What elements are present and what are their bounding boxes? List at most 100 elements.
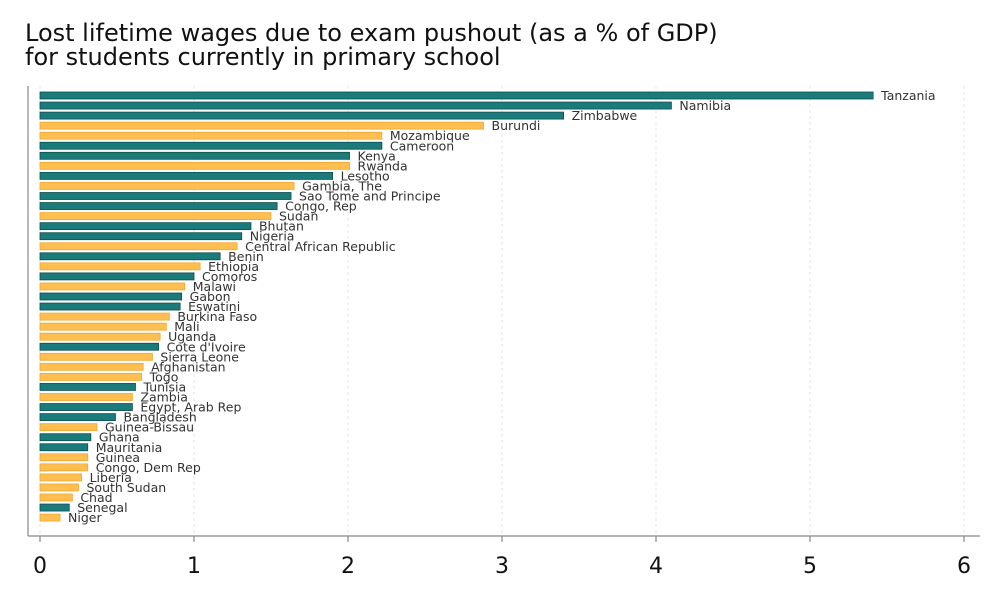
bar-label: Eswatini [188, 299, 240, 314]
bar [39, 242, 238, 251]
bar-label: Benin [228, 249, 264, 264]
bar [39, 212, 272, 221]
bar [39, 513, 61, 522]
bar [39, 332, 161, 341]
bar [39, 433, 92, 442]
bar-label: Cameroon [390, 138, 454, 153]
bar [39, 292, 183, 301]
bar [39, 352, 153, 361]
bar-label: Togo [149, 369, 179, 384]
bar [39, 342, 159, 351]
bar [39, 202, 278, 210]
bar [39, 413, 116, 422]
bar [39, 493, 73, 502]
chart-title: Lost lifetime wages due to exam pushout … [25, 21, 718, 69]
bar-label: Guinea [96, 450, 140, 465]
bar-label: Liberia [90, 470, 132, 485]
bar-label: Central African Republic [245, 239, 396, 254]
bar [39, 161, 350, 170]
chart-title-line-1: Lost lifetime wages due to exam pushout … [25, 19, 718, 47]
bar [39, 171, 334, 180]
bar-label: Guinea-Bissau [105, 420, 194, 435]
x-tick-label: 5 [803, 554, 817, 579]
bar [39, 302, 181, 311]
bar-label: Uganda [168, 329, 216, 344]
bar-label: Bangladesh [123, 410, 196, 425]
x-tick-label: 2 [341, 554, 355, 579]
bar-label: Malawi [193, 279, 236, 294]
x-tick-label: 0 [33, 554, 47, 579]
bar [39, 262, 201, 271]
bar-label: Congo, Dem Rep [96, 460, 201, 475]
bar-label: Senegal [77, 500, 127, 515]
bar [39, 423, 98, 432]
x-tick-label: 4 [649, 554, 663, 579]
bar [39, 362, 144, 371]
bar [39, 443, 89, 452]
bar [39, 151, 350, 160]
bar-label: Mali [174, 319, 199, 334]
x-tick-label: 1 [187, 554, 201, 579]
bars-group [39, 91, 874, 522]
bar-label: Comoros [202, 269, 257, 284]
bar [39, 463, 89, 472]
bar-label: Kenya [358, 148, 396, 163]
bar [39, 473, 82, 482]
bar-label: Gambia, The [302, 178, 382, 193]
bar [39, 453, 89, 462]
bar-label: Sao Tome and Principe [299, 189, 441, 204]
bar [39, 272, 195, 281]
bar-label: Rwanda [358, 158, 408, 173]
bar-label: Burundi [492, 118, 541, 133]
bar-label: Burkina Faso [177, 309, 257, 324]
bar [39, 483, 79, 492]
bar [39, 182, 295, 190]
bar-label: Ethiopia [208, 259, 259, 274]
bar-label: Zimbabwe [572, 108, 638, 123]
bar [39, 101, 672, 110]
x-tick-label: 3 [495, 554, 509, 579]
bar [39, 121, 484, 130]
bar-label: Sierra Leone [160, 349, 239, 364]
bar-label: Lesotho [341, 168, 390, 183]
bar-label: Chad [80, 490, 112, 505]
bar-labels-group: Tanzania Namibia Zimbabwe Burundi Mozambique… [68, 88, 936, 525]
bar [39, 222, 252, 231]
bar [39, 141, 383, 150]
bar-label: Cote d'Ivoire [167, 339, 246, 354]
bar [39, 192, 292, 200]
bar [39, 91, 874, 100]
bar-label: Ghana [99, 430, 140, 445]
bar-label: Tanzania [880, 88, 935, 103]
bar-label: Niger [68, 510, 102, 525]
bar [39, 383, 136, 391]
bar-label: Afghanistan [151, 359, 225, 374]
bar [39, 312, 170, 321]
x-ticks-group: 0 1 2 3 4 5 6 [33, 536, 971, 579]
axes-group [27, 86, 980, 537]
bar-label: South Sudan [87, 480, 167, 495]
bar-label: Tunisia [142, 379, 186, 394]
bar [39, 503, 70, 512]
bar [39, 252, 221, 261]
bar-label: Bhutan [259, 219, 304, 234]
bar-label: Congo, Rep [285, 199, 357, 214]
bar [39, 282, 186, 291]
bar [39, 111, 564, 120]
bar [39, 322, 167, 331]
bar-label: Mauritania [96, 440, 163, 455]
bar-label: Egypt, Arab Rep [140, 400, 241, 415]
bar [39, 232, 243, 241]
bar-label: Mozambique [390, 128, 470, 143]
bar [39, 372, 143, 381]
x-tick-label: 6 [957, 554, 971, 579]
bar-label: Zambia [140, 390, 187, 405]
bar [39, 393, 133, 401]
bar-label: Gabon [190, 289, 231, 304]
chart-title-line-2: for students currently in primary school [25, 43, 501, 71]
bar-label: Nigeria [250, 229, 295, 244]
bar-label: Namibia [679, 98, 731, 113]
bar-label: Sudan [279, 209, 318, 224]
bar [39, 403, 133, 411]
